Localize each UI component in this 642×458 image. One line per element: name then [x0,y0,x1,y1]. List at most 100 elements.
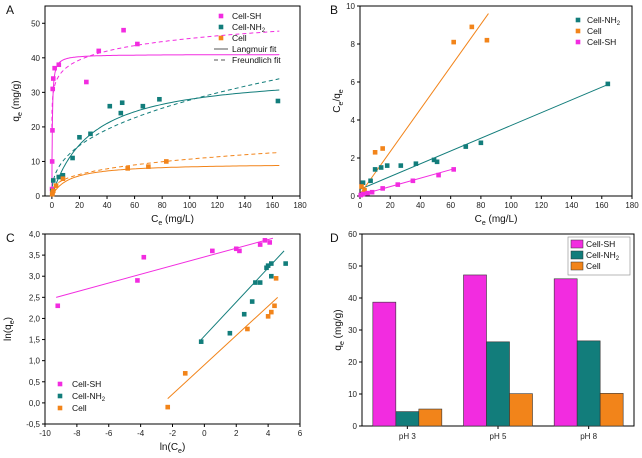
bar [553,278,578,427]
x-tick-label: 0 [50,201,55,210]
data-point [55,303,61,309]
y-tick-label: 10 [31,157,40,166]
legend-label: Cell [586,261,601,271]
bar [418,408,443,427]
x-tick-label: 180 [293,201,307,210]
data-point [365,190,370,196]
data-point [210,248,215,254]
legend-label: Cell [232,33,247,43]
x-tick-label: 140 [565,201,579,210]
legend-label: Cell [72,403,87,413]
data-point [77,134,82,140]
data-point [362,188,367,193]
legend-label: Cell-NH2 [72,391,106,403]
plot-frame [359,5,633,197]
y-tick-label: -0,5 [26,420,40,429]
data-point [57,405,63,411]
data-point [245,326,250,332]
data-point [121,27,126,33]
y-tick-label: 40 [31,54,40,63]
x-tick-label: 80 [158,201,167,210]
data-point [60,172,66,178]
data-point [218,35,224,41]
y-tick-label: 3,0 [29,272,41,281]
y-tick-label: 2 [351,154,356,163]
langmuir-fit-line [51,89,280,196]
data-point [257,280,263,285]
legend-label: Freundlich fit [232,55,281,65]
data-point [275,98,281,104]
data-point [434,159,440,165]
x-tick-label: -2 [169,429,177,438]
x-tick-label: 60 [130,201,139,210]
data-point [436,172,441,178]
data-point [380,186,385,191]
data-point [249,299,255,304]
bar [509,393,533,427]
x-tick-label: 40 [103,201,112,210]
data-point [360,180,366,185]
freundlich-fit-line [51,78,280,194]
y-tick-label: 60 [348,230,357,239]
data-point [451,167,456,172]
panel-d: D 0 10 20 30 40 50 60 qe (mg/g) pH 3 pH 5 pH 8 Cell-… [330,230,635,441]
data-point [146,164,151,169]
data-point [241,311,247,317]
legend-label: Cell [587,26,602,36]
bar [486,341,510,427]
data-point [70,155,75,161]
data-point [463,144,469,149]
data-point [272,303,277,309]
plot-frame [44,5,301,197]
legend-label: Cell-SH [586,239,615,249]
legend-label: Cell-NH2 [587,15,621,27]
legend-label: Cell-SH [232,11,261,21]
data-point [57,381,63,387]
data-point [233,246,239,252]
x-tick-label: 180 [625,201,639,210]
linear-fit-line [360,83,610,190]
data-point [257,242,263,247]
panel-a: A 0 10 20 30 40 50 0 20 40 60 80 100 120 140 160 180 Ce (… [6,3,307,227]
x-tick-label: 0 [358,201,363,210]
y-tick-label: 3,5 [29,251,41,260]
y-tick-label: 30 [31,88,40,97]
data-point [413,161,419,166]
linear-fit-line [56,237,274,298]
x-tick-label: 120 [211,201,225,210]
data-point [218,13,224,19]
bar [372,301,397,427]
legend-swatch [570,239,584,249]
data-point [267,240,273,245]
y-tick-label: 0 [353,422,358,431]
legend-label: Langmuir fit [232,44,277,54]
x-tick-label: 20 [75,201,84,210]
data-point [141,254,147,260]
legend-label: Cell-NH2 [586,250,620,262]
x-tick-label: 120 [535,201,549,210]
fit-lines [56,237,285,400]
data-point [135,278,140,283]
y-tick-label: 0,0 [29,399,41,408]
legend-swatch [570,261,584,271]
data-point [269,261,274,266]
y-tick-label: 20 [31,123,40,132]
data-point [368,178,373,184]
data-point [50,86,56,92]
data-point [253,280,258,285]
data-point [369,189,375,195]
y-tick-label: 30 [348,326,357,335]
data-point [218,24,224,30]
data-point [575,39,581,45]
x-tick-label: 160 [266,201,280,210]
x-tick-label: 100 [183,201,197,210]
x-tick-label: 160 [595,201,609,210]
data-point [372,167,378,172]
x-tick-label: pH 5 [490,432,507,441]
data-point [60,176,66,182]
